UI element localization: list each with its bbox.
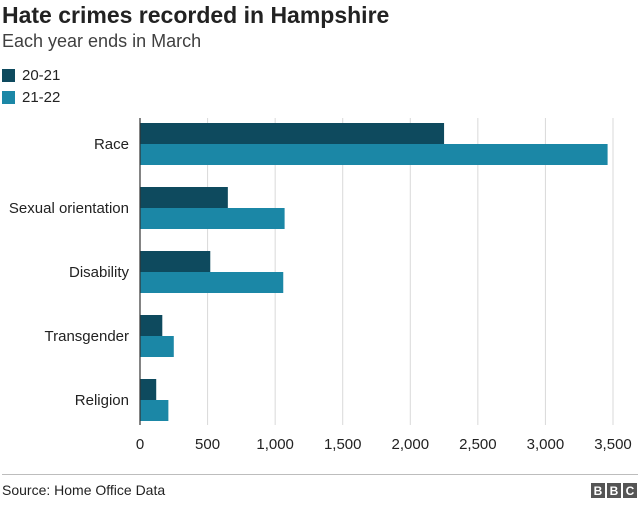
bar	[140, 379, 157, 400]
x-tick-label: 1,500	[324, 436, 362, 453]
bar	[140, 144, 608, 165]
x-tick-label: 3,500	[594, 436, 632, 453]
legend-label-series-2: 21-22	[22, 88, 61, 106]
bar	[140, 315, 163, 336]
legend-item-series-2: 21-22	[2, 86, 60, 108]
legend: 20-21 21-22	[2, 64, 60, 108]
bar	[140, 400, 169, 421]
bar	[140, 336, 174, 357]
category-label: Disability	[69, 264, 130, 281]
category-label: Religion	[75, 392, 129, 409]
category-label: Transgender	[45, 328, 130, 345]
x-tick-label: 2,000	[392, 436, 430, 453]
bbc-logo: B B C	[591, 483, 637, 498]
bbc-logo-letter: C	[623, 483, 637, 498]
chart-subtitle: Each year ends in March	[2, 31, 202, 51]
footer-divider	[2, 474, 638, 475]
bar	[140, 187, 228, 208]
x-tick-label: 0	[136, 436, 144, 453]
bar	[140, 123, 445, 144]
legend-label-series-1: 20-21	[22, 66, 61, 84]
bar	[140, 251, 211, 272]
category-label: Sexual orientation	[9, 200, 129, 217]
bar	[140, 272, 284, 293]
bar	[140, 208, 285, 229]
category-label: Race	[94, 136, 129, 153]
x-tick-label: 3,000	[527, 436, 565, 453]
bbc-logo-letter: B	[591, 483, 605, 498]
chart-title: Hate crimes recorded in Hampshire	[2, 2, 390, 28]
bbc-logo-letter: B	[607, 483, 621, 498]
bar-chart: 0 500 1,000 1,500 2,000 2,500 3,000 3,500 Race Se…	[9, 118, 632, 453]
legend-item-series-1: 20-21	[2, 64, 60, 86]
x-tick-label: 1,000	[256, 436, 294, 453]
x-tick-label: 2,500	[459, 436, 497, 453]
legend-swatch-series-1	[2, 68, 15, 82]
legend-swatch-series-2	[2, 90, 15, 104]
x-tick-label: 500	[195, 436, 220, 453]
source-note: Source: Home Office Data	[2, 482, 166, 498]
